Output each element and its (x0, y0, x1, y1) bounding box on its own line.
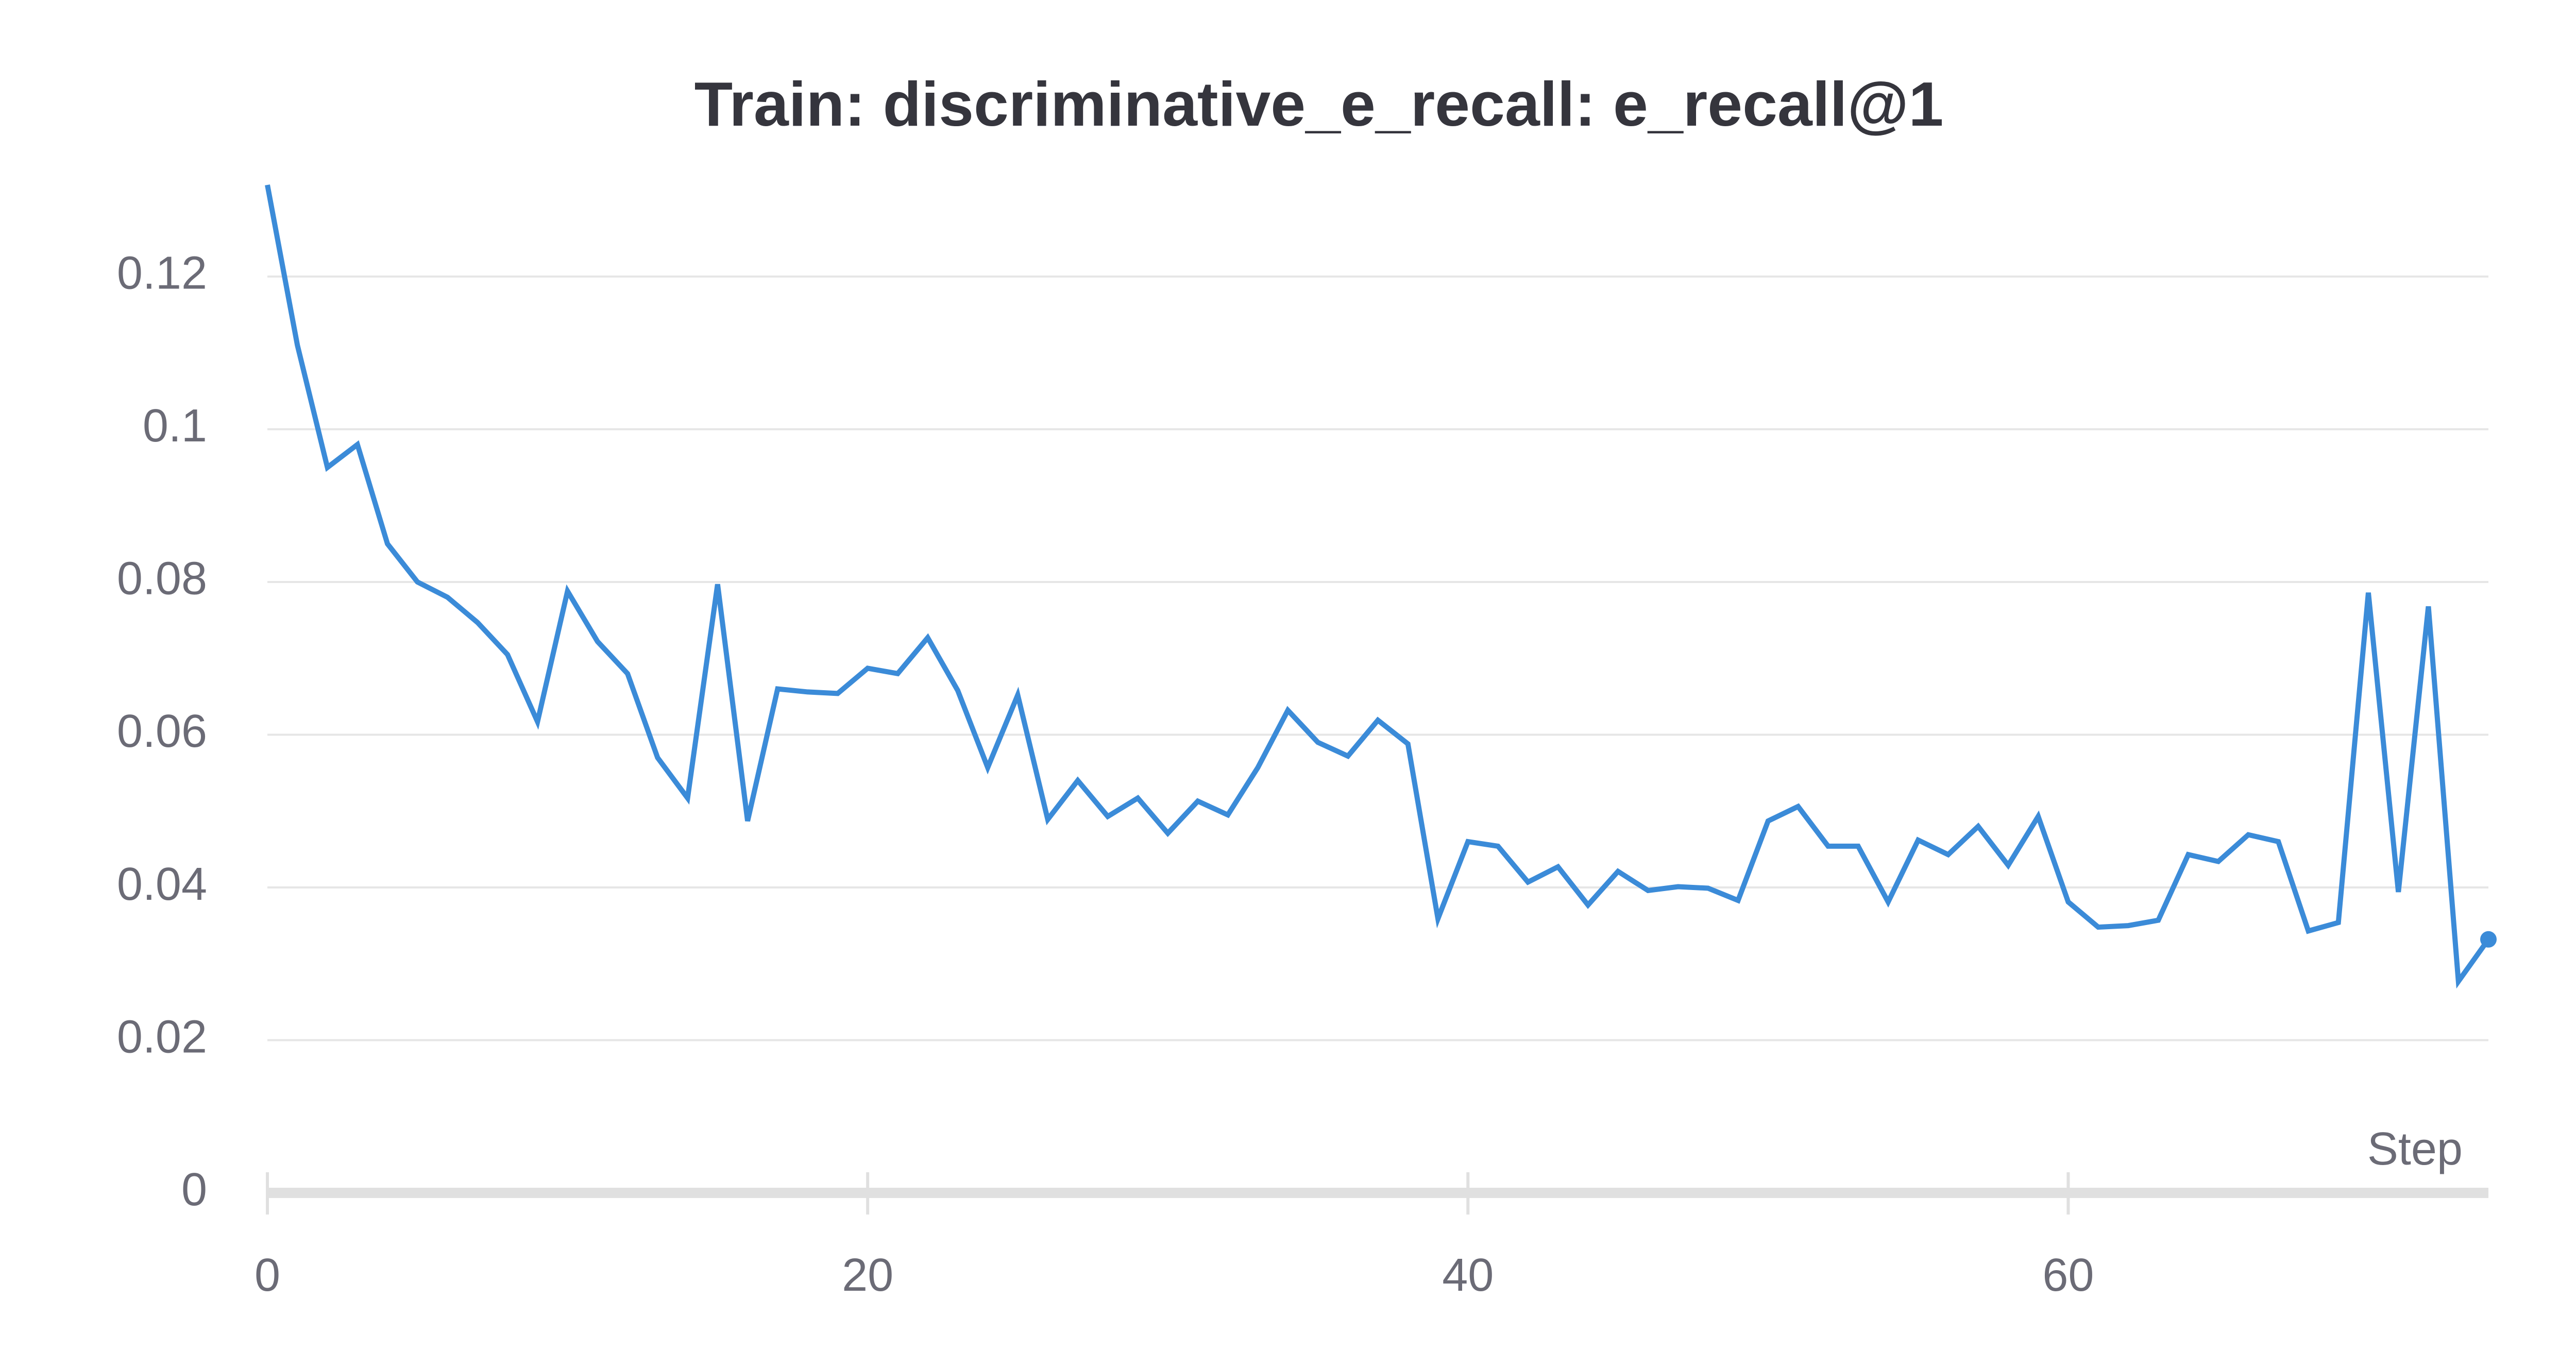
y-tick-label: 0.08 (117, 553, 207, 605)
last-point (2480, 931, 2497, 948)
y-tick-label: 0.12 (117, 248, 207, 299)
y-tick-label: 0 (181, 1164, 207, 1216)
line (265, 184, 2491, 989)
x-tick-label: 20 (842, 1250, 893, 1301)
y-tick-label: 0.1 (143, 400, 207, 452)
chart-title: Train: discriminative_e_recall: e_recall… (694, 69, 1944, 139)
x-tick-label: 60 (2042, 1250, 2094, 1301)
y-tick-label: 0.06 (117, 706, 207, 757)
y-tick-label: 0.04 (117, 859, 207, 910)
x-tick-label: 40 (1442, 1250, 1494, 1301)
y-tick-label: 0.02 (117, 1011, 207, 1063)
x-axis-label: Step (2367, 1123, 2463, 1175)
x-tick-label: 0 (255, 1250, 280, 1301)
